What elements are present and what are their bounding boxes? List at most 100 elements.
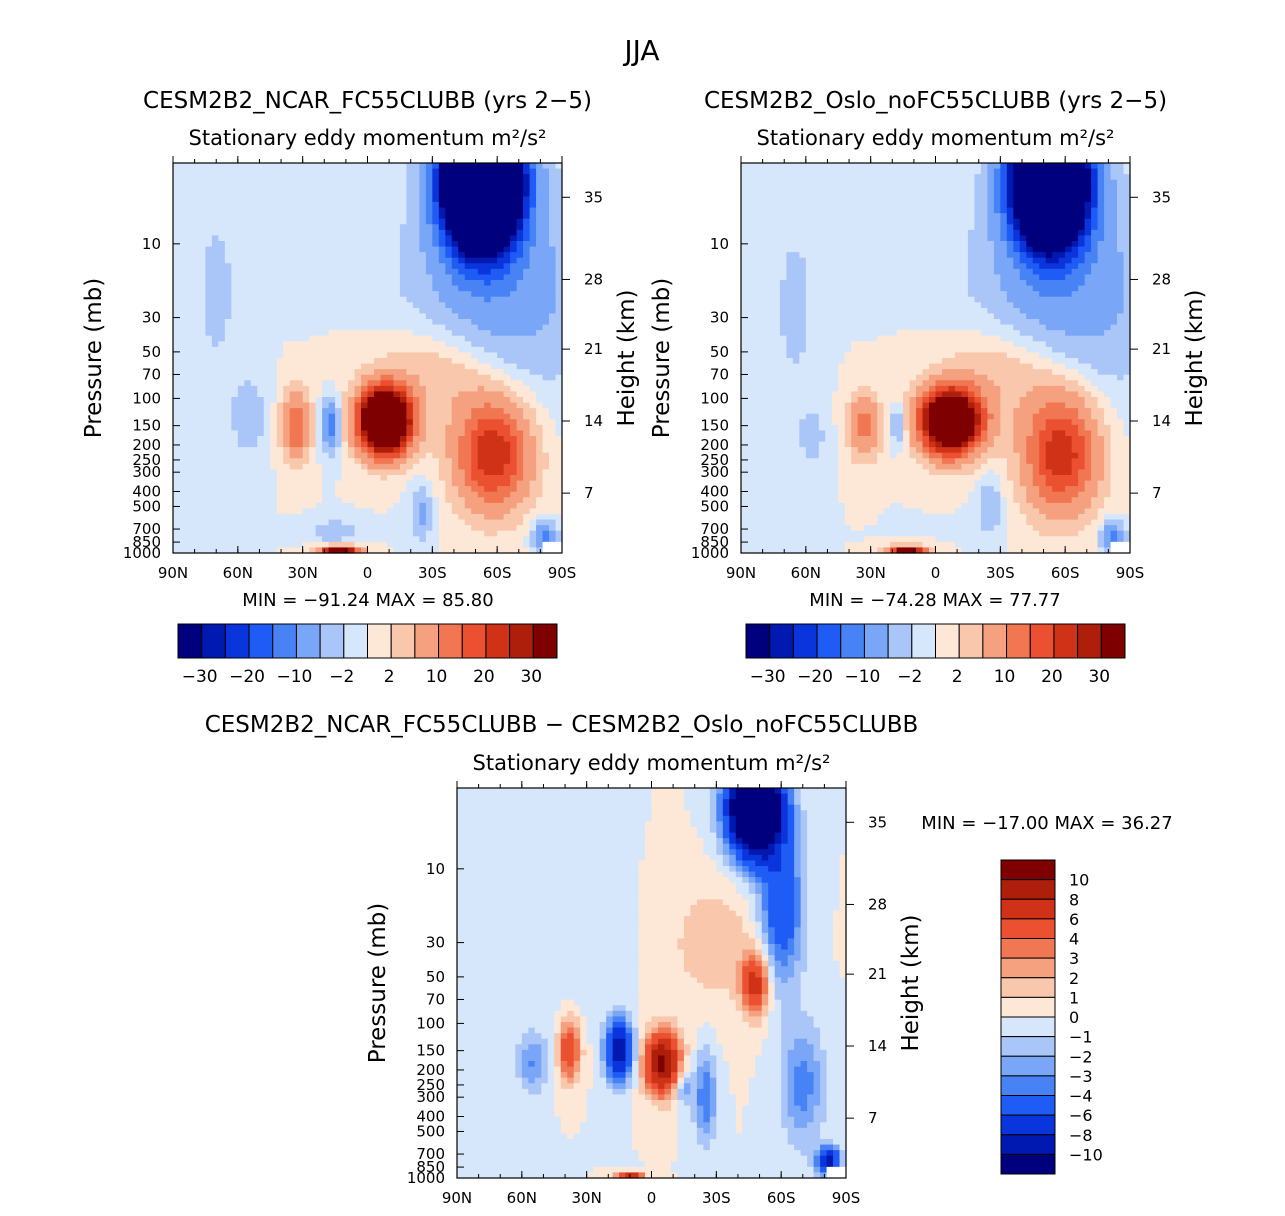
heatmap-cell — [373, 174, 382, 181]
heatmap-cell — [192, 452, 200, 459]
heatmap-cell — [386, 224, 395, 231]
heatmap-cell — [276, 302, 284, 309]
heatmap-cell — [276, 196, 284, 203]
heatmap-cell — [231, 302, 239, 309]
heatmap-cell — [542, 480, 550, 487]
heatmap-cell — [490, 291, 498, 298]
heatmap-cell — [536, 313, 544, 320]
heatmap-cell — [406, 508, 414, 515]
heatmap-cell — [231, 497, 239, 504]
heatmap-cell — [270, 179, 278, 186]
heatmap-cell — [270, 224, 278, 231]
heatmap-cell — [198, 268, 207, 276]
heatmap-cell — [231, 241, 239, 248]
heatmap-cell — [361, 514, 369, 521]
heatmap-cell — [328, 541, 336, 549]
heatmap-cell — [231, 441, 239, 448]
heatmap-cell — [555, 235, 563, 242]
height-tick-label: 14 — [584, 412, 603, 430]
heatmap-cell — [341, 452, 349, 459]
heatmap-cell — [348, 486, 356, 493]
heatmap-cell — [263, 302, 271, 309]
heatmap-cell — [484, 486, 492, 493]
heatmap-cell — [805, 202, 813, 209]
heatmap-cell — [237, 475, 245, 482]
heatmap-cell — [490, 408, 498, 415]
heatmap-cell — [335, 458, 343, 465]
heatmap-cell — [250, 285, 258, 292]
heatmap-cell — [367, 441, 375, 448]
heatmap-cell — [773, 218, 781, 225]
heatmap-cell — [296, 196, 304, 203]
heatmap-cell — [185, 179, 194, 186]
colorbar-box — [272, 623, 297, 659]
heatmap-cell — [516, 174, 524, 181]
heatmap-cell — [328, 530, 336, 537]
heatmap-cell — [289, 285, 297, 292]
heatmap-cell — [399, 252, 407, 259]
heatmap-cell — [490, 441, 498, 448]
heatmap-cell — [903, 174, 911, 181]
heatmap-cell — [503, 319, 511, 326]
heatmap-cell — [315, 246, 323, 253]
heatmap-cell — [354, 369, 362, 376]
colorbar-box — [414, 623, 440, 659]
colorbar-box — [461, 623, 487, 659]
heatmap-cell — [445, 424, 453, 432]
heatmap-cell — [741, 218, 749, 225]
heatmap-cell — [542, 475, 550, 482]
heatmap-cell — [211, 436, 219, 443]
heatmap-cell — [922, 163, 930, 170]
heatmap-cell — [192, 469, 200, 476]
heatmap-cell — [1000, 168, 1008, 175]
heatmap-cell — [244, 285, 252, 292]
heatmap-cell — [257, 313, 265, 320]
heatmap-cell — [490, 447, 498, 454]
heatmap-cell — [490, 163, 498, 170]
heatmap-cell — [322, 541, 330, 549]
heatmap-cell — [490, 190, 498, 198]
heatmap-cell — [263, 229, 271, 237]
heatmap-cell — [270, 196, 278, 203]
heatmap-cell — [438, 475, 446, 482]
heatmap-cell — [555, 274, 563, 281]
heatmap-cell — [373, 285, 382, 292]
heatmap-cell — [328, 447, 336, 454]
heatmap-cell — [536, 514, 544, 521]
heatmap-cell — [464, 202, 472, 209]
heatmap-cell — [851, 202, 859, 209]
heatmap-cell — [1078, 179, 1086, 186]
heatmap-cell — [490, 463, 498, 471]
heatmap-cell — [192, 380, 200, 387]
heatmap-cell — [412, 502, 420, 510]
heatmap-cell — [412, 263, 420, 270]
heatmap-cell — [302, 502, 310, 510]
heatmap-cell — [205, 335, 213, 342]
heatmap-cell — [1013, 174, 1021, 181]
heatmap-cell — [192, 163, 200, 170]
heatmap-cell — [406, 185, 414, 192]
heatmap-cell — [445, 179, 453, 186]
heatmap-cell — [205, 530, 213, 537]
heatmap-cell — [218, 252, 226, 259]
heatmap-cell — [1097, 163, 1105, 170]
heatmap-cell — [812, 207, 820, 214]
heatmap-cell — [464, 402, 472, 409]
heatmap-cell — [341, 486, 349, 493]
heatmap-cell — [406, 469, 414, 476]
heatmap-cell — [451, 224, 459, 231]
heatmap-cell — [1019, 207, 1027, 214]
heatmap-cell — [244, 413, 252, 420]
heatmap-cell — [549, 480, 557, 487]
heatmap-cell — [244, 385, 252, 393]
heatmap-cell — [542, 486, 550, 493]
heatmap-cell — [335, 536, 343, 543]
heatmap-cell — [432, 268, 440, 276]
heatmap-cell — [296, 452, 304, 459]
heatmap-cell — [555, 196, 563, 203]
heatmap-cell — [328, 163, 336, 170]
heatmap-cell — [244, 224, 252, 231]
heatmap-cell — [412, 469, 420, 476]
heatmap-cell — [380, 274, 388, 281]
heatmap-cell — [1058, 179, 1066, 186]
